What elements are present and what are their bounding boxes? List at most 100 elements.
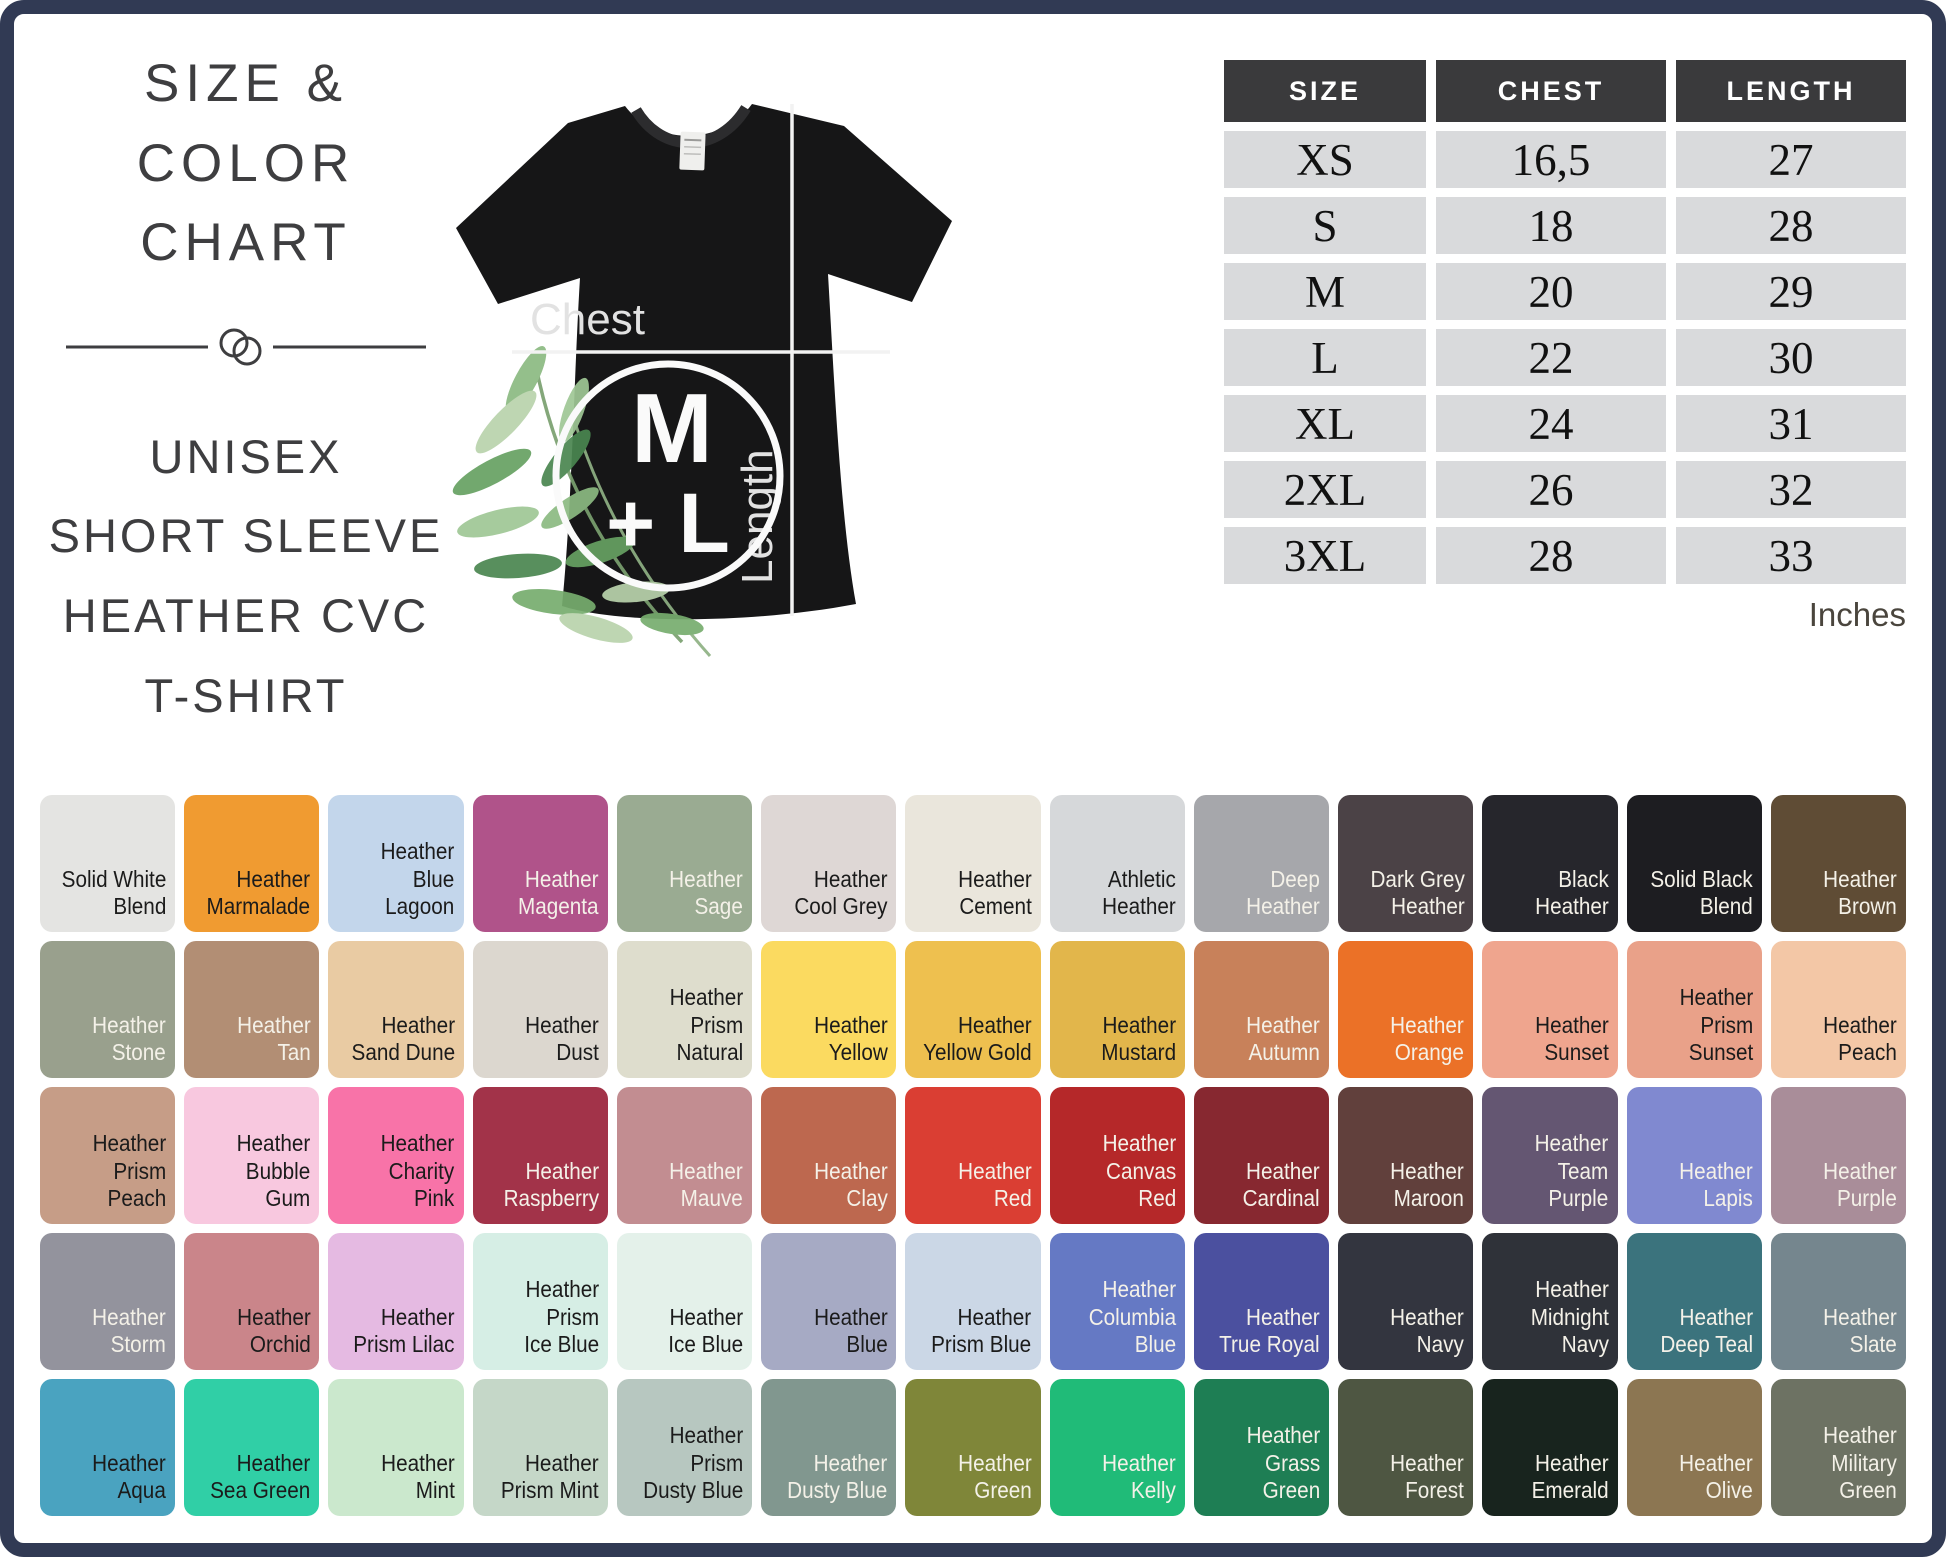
size-table-cell-length-row1: 28 — [1676, 197, 1906, 254]
swatch-label: Heather Columbia Blue — [1088, 1276, 1176, 1358]
swatch-heather-peach: Heather Peach — [1770, 941, 1906, 1078]
swatch-heather-canvas-red: Heather Canvas Red — [1049, 1087, 1185, 1224]
page-title: SIZE & COLOR CHART — [136, 54, 356, 272]
size-table-header-chest: CHEST — [1436, 60, 1666, 122]
size-badge-top: M — [631, 373, 713, 483]
swatch-label: Heather Prism Lilac — [353, 1303, 455, 1358]
size-table-cell-size-row6: 3XL — [1224, 527, 1426, 584]
swatch-label: Heather Forest — [1390, 1449, 1465, 1504]
swatch-heather-prism-ice-blue: Heather Prism Ice Blue — [472, 1233, 608, 1370]
swatch-label: Solid Black Blend — [1650, 865, 1753, 920]
neck-tag — [679, 131, 706, 171]
swatch-label: Heather Aqua — [92, 1449, 167, 1504]
swatch-label: Heather Clay — [813, 1157, 888, 1212]
swatch-heather-mustard: Heather Mustard — [1049, 941, 1185, 1078]
swatch-heather-sea-green: Heather Sea Green — [184, 1379, 320, 1516]
swatch-label: Heather Cardinal — [1242, 1157, 1321, 1212]
swatch-heather-magenta: Heather Magenta — [472, 795, 608, 932]
swatch-heather-stone: Heather Stone — [40, 941, 176, 1078]
swatch-label: Heather Red — [957, 1157, 1032, 1212]
swatch-label: Heather Storm — [92, 1303, 167, 1358]
swatch-heather-prism-sunset: Heather Prism Sunset — [1626, 941, 1762, 1078]
swatch-heather-mauve: Heather Mauve — [616, 1087, 753, 1224]
tshirt-graphic: Chest Length M + L — [420, 44, 990, 669]
size-table-cell-length-row6: 33 — [1676, 527, 1906, 584]
swatch-heather-bubble-gum: Heather Bubble Gum — [184, 1087, 320, 1224]
swatch-label: Heather Raspberry — [503, 1157, 599, 1212]
swatch-label: Heather Marmalade — [206, 865, 311, 920]
swatch-label: Heather Sage — [669, 865, 744, 920]
swatch-heather-prism-peach: Heather Prism Peach — [40, 1087, 176, 1224]
swatch-label: Heather Peach — [1823, 1011, 1897, 1066]
swatch-heather-navy: Heather Navy — [1338, 1233, 1474, 1370]
swatch-heather-prism-lilac: Heather Prism Lilac — [328, 1233, 464, 1370]
swatch-heather-true-royal: Heather True Royal — [1193, 1233, 1330, 1370]
swatch-label: Heather Slate — [1823, 1303, 1897, 1358]
swatch-heather-raspberry: Heather Raspberry — [472, 1087, 608, 1224]
size-table-cell-size-row0: XS — [1224, 131, 1426, 188]
swatch-heather-autumn: Heather Autumn — [1193, 941, 1330, 1078]
size-table-grid: SIZE CHEST LENGTH XS 16,5 27 S 18 28 M 20 29 L 22 3… — [1224, 60, 1906, 584]
swatch-label: Heather Ice Blue — [668, 1303, 744, 1358]
swatch-label: Heather Lapis — [1679, 1157, 1753, 1212]
swatch-solid-black-blend: Solid Black Blend — [1626, 795, 1762, 932]
swatch-heather-prism-dusty-blue: Heather Prism Dusty Blue — [616, 1379, 753, 1516]
size-table-cell-length-row2: 29 — [1676, 263, 1906, 320]
swatch-label: Heather Grass Green — [1246, 1422, 1321, 1504]
swatch-label: Heather Sunset — [1534, 1011, 1609, 1066]
swatch-heather-deep-teal: Heather Deep Teal — [1626, 1233, 1762, 1370]
swatch-label: Heather Olive — [1679, 1449, 1753, 1504]
swatch-heather-maroon: Heather Maroon — [1338, 1087, 1474, 1224]
swatch-heather-blue: Heather Blue — [761, 1233, 897, 1370]
swatch-heather-midnight-navy: Heather Midnight Navy — [1482, 1233, 1618, 1370]
swatch-label: Heather Canvas Red — [1102, 1130, 1176, 1212]
swatch-label: Heather Yellow Gold — [923, 1011, 1032, 1066]
swatch-label: Heather Tan — [236, 1011, 311, 1066]
swatch-label: Heather Kelly — [1102, 1449, 1176, 1504]
swatch-heather-orange: Heather Orange — [1338, 941, 1474, 1078]
swatch-label: Black Heather — [1534, 865, 1609, 920]
swatch-heather-forest: Heather Forest — [1338, 1379, 1474, 1516]
swatch-heather-yellow-gold: Heather Yellow Gold — [905, 941, 1041, 1078]
swatch-heather-olive: Heather Olive — [1626, 1379, 1762, 1516]
swatch-label: Heather Blue — [813, 1303, 888, 1358]
swatch-label: Heather Prism Natural — [669, 984, 744, 1066]
size-table-cell-chest-row4: 24 — [1436, 395, 1666, 452]
size-table-cell-length-row5: 32 — [1676, 461, 1906, 518]
size-table-cell-chest-row1: 18 — [1436, 197, 1666, 254]
swatch-label: Heather Cement — [957, 865, 1032, 920]
chest-label: Chest — [530, 295, 645, 344]
swatch-label: Heather Emerald — [1531, 1449, 1609, 1504]
swatch-heather-ice-blue: Heather Ice Blue — [616, 1233, 753, 1370]
swatch-heather-team-purple: Heather Team Purple — [1482, 1087, 1618, 1224]
swatch-label: Heather Mustard — [1101, 1011, 1176, 1066]
tshirt-silhouette — [456, 104, 952, 620]
size-table-cell-chest-row3: 22 — [1436, 329, 1666, 386]
size-table-cell-size-row3: L — [1224, 329, 1426, 386]
title-block: SIZE & COLOR CHART UNISEX SHORT SLEEVE H… — [34, 44, 458, 736]
swatch-heather-yellow: Heather Yellow — [761, 941, 897, 1078]
swatch-heather-green: Heather Green — [905, 1379, 1041, 1516]
swatch-heather-grass-green: Heather Grass Green — [1193, 1379, 1330, 1516]
swatch-heather-emerald: Heather Emerald — [1482, 1379, 1618, 1516]
color-grid: Solid White Blend Heather Marmalade Heather B… — [40, 795, 1906, 1516]
swatch-label: Heather Magenta — [518, 865, 599, 920]
size-table-cell-chest-row0: 16,5 — [1436, 131, 1666, 188]
size-table: SIZE CHEST LENGTH XS 16,5 27 S 18 28 M 20 29 L 22 3… — [1224, 60, 1906, 634]
swatch-label: Heather Purple — [1823, 1157, 1897, 1212]
swatch-heather-red: Heather Red — [905, 1087, 1041, 1224]
swatch-label: Heather Prism Blue — [931, 1303, 1032, 1358]
swatch-heather-mint: Heather Mint — [328, 1379, 464, 1516]
swatch-heather-purple: Heather Purple — [1770, 1087, 1906, 1224]
swatch-label: Heather Charity Pink — [381, 1130, 455, 1212]
swatch-label: Heather Team Purple — [1534, 1130, 1609, 1212]
swatch-label: Heather True Royal — [1219, 1303, 1321, 1358]
swatch-label: Heather Dust — [525, 1011, 599, 1066]
swatch-heather-tan: Heather Tan — [184, 941, 320, 1078]
swatch-heather-dusty-blue: Heather Dusty Blue — [761, 1379, 897, 1516]
swatch-label: Heather Orchid — [236, 1303, 311, 1358]
swatch-heather-cool-grey: Heather Cool Grey — [761, 795, 897, 932]
swatch-solid-white-blend: Solid White Blend — [40, 795, 176, 932]
swatch-heather-clay: Heather Clay — [761, 1087, 897, 1224]
size-table-cell-size-row2: M — [1224, 263, 1426, 320]
